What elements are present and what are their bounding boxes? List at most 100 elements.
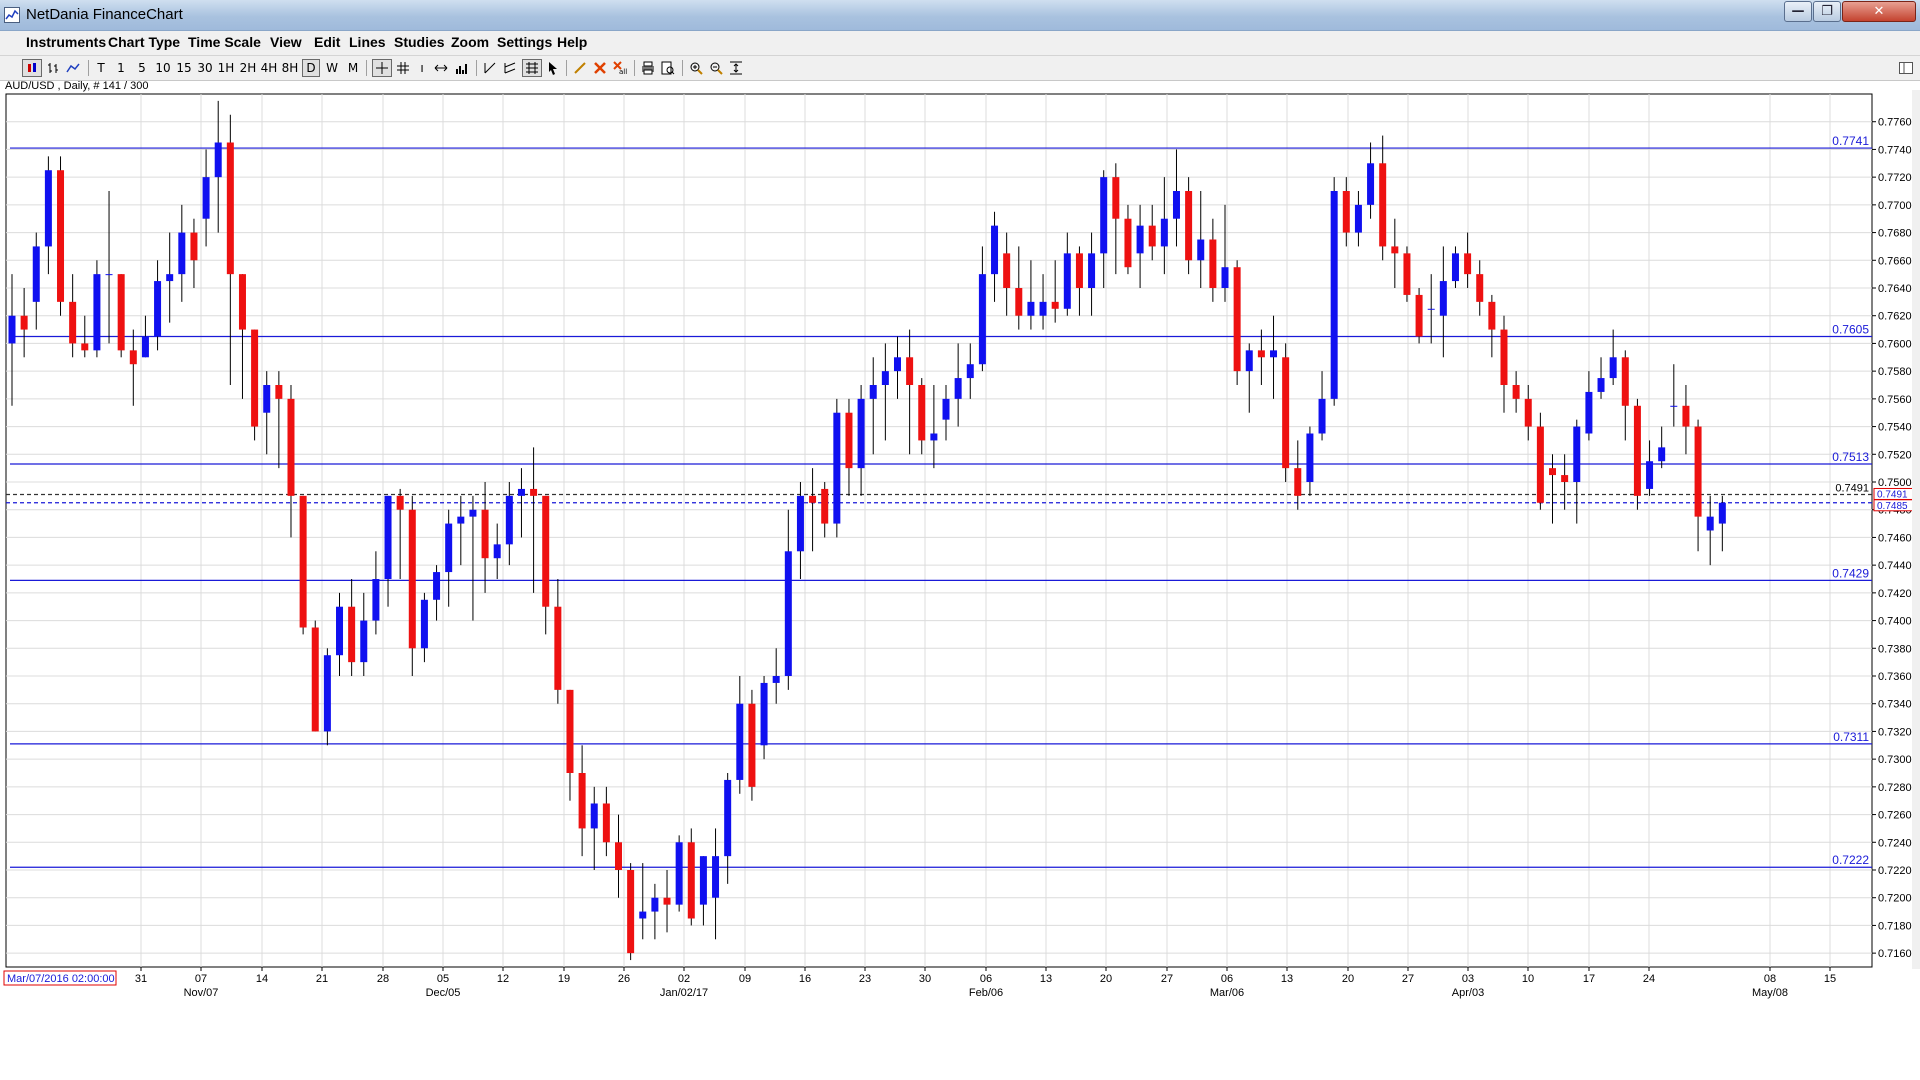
candle-body[interactable]	[675, 842, 683, 905]
tf-15min[interactable]: 15	[176, 61, 192, 75]
candle-body[interactable]	[1609, 357, 1617, 379]
candle-body[interactable]	[1172, 191, 1180, 219]
candle-body[interactable]	[214, 142, 222, 178]
candle-body[interactable]	[129, 350, 137, 365]
candle-body[interactable]	[1282, 357, 1290, 469]
grid-button[interactable]	[395, 59, 411, 77]
candle-body[interactable]	[1706, 516, 1714, 531]
candle-body[interactable]	[384, 495, 392, 579]
candle-body[interactable]	[1197, 239, 1205, 261]
bar-chart-button[interactable]	[45, 59, 61, 77]
tf-daily[interactable]: D	[302, 59, 320, 77]
candle-body[interactable]	[1367, 163, 1375, 205]
candle-body[interactable]	[166, 274, 174, 282]
candle-body[interactable]	[991, 225, 999, 275]
fibonacci-button[interactable]	[522, 59, 542, 77]
candle-body[interactable]	[202, 177, 210, 219]
tf-monthly[interactable]: M	[347, 61, 359, 75]
candle-body[interactable]	[1136, 225, 1144, 254]
menu-studies[interactable]: Studies	[394, 34, 445, 50]
tf-4h[interactable]: 4H	[260, 61, 278, 75]
candle-body[interactable]	[772, 676, 780, 683]
candle-body[interactable]	[1318, 398, 1326, 434]
fit-button[interactable]	[728, 59, 744, 77]
tf-10min[interactable]: 10	[155, 61, 171, 75]
candle-body[interactable]	[1561, 475, 1569, 482]
delete-all-button[interactable]: all	[612, 59, 628, 77]
candlestick-chart[interactable]: 0.7160 0.7180 0.7200 0.7220 0.7240 0.7260 0.72…	[0, 90, 1920, 1002]
candle-body[interactable]	[542, 495, 550, 607]
title-bar[interactable]: NetDania FinanceChart — ❐ ✕	[0, 0, 1920, 31]
maximize-button[interactable]: ❐	[1813, 1, 1841, 22]
candle-body[interactable]	[1233, 267, 1241, 372]
candle-body[interactable]	[1451, 253, 1459, 282]
candle-body[interactable]	[663, 897, 671, 905]
channel-button[interactable]	[502, 59, 518, 77]
candle-body[interactable]	[57, 170, 65, 302]
candle-body[interactable]	[1427, 308, 1435, 310]
menu-edit[interactable]: Edit	[314, 34, 341, 50]
candle-body[interactable]	[1633, 405, 1641, 496]
candle-body[interactable]	[1585, 391, 1593, 434]
candle-body[interactable]	[712, 856, 720, 898]
candle-body[interactable]	[857, 398, 865, 469]
candle-body[interactable]	[1075, 253, 1083, 288]
candle-body[interactable]	[1330, 191, 1338, 399]
candle-body[interactable]	[154, 281, 162, 337]
candle-body[interactable]	[69, 301, 77, 344]
candle-body[interactable]	[20, 315, 28, 330]
candle-body[interactable]	[1682, 405, 1690, 427]
menu-settings[interactable]: Settings	[497, 34, 553, 50]
candle-body[interactable]	[530, 488, 538, 496]
candle-body[interactable]	[602, 803, 610, 843]
candle-body[interactable]	[141, 336, 149, 358]
candle-body[interactable]	[1100, 177, 1108, 254]
candle-body[interactable]	[408, 509, 416, 649]
tf-1min[interactable]: 1	[117, 61, 125, 75]
candle-body[interactable]	[263, 385, 271, 413]
candle-body[interactable]	[457, 516, 465, 524]
candle-body[interactable]	[360, 620, 368, 663]
candle-body[interactable]	[348, 606, 356, 663]
candle-body[interactable]	[1512, 385, 1520, 399]
candle-body[interactable]	[906, 357, 914, 385]
zoom-out-button[interactable]	[708, 59, 724, 77]
candle-body[interactable]	[724, 779, 732, 857]
candle-body[interactable]	[372, 579, 380, 621]
close-button[interactable]: ✕	[1842, 1, 1916, 22]
candle-body[interactable]	[1124, 218, 1132, 268]
candle-body[interactable]	[299, 495, 307, 628]
candle-body[interactable]	[1039, 301, 1047, 316]
candle-body[interactable]	[117, 274, 125, 351]
candle-body[interactable]	[81, 343, 89, 351]
candle-body[interactable]	[748, 703, 756, 787]
candle-body[interactable]	[287, 398, 295, 496]
menu-time-scale[interactable]: Time Scale	[188, 34, 261, 50]
candle-body[interactable]	[1003, 253, 1011, 288]
candle-body[interactable]	[420, 599, 428, 649]
candle-body[interactable]	[627, 870, 635, 954]
candle-body[interactable]	[942, 398, 950, 420]
tf-30min[interactable]: 30	[197, 61, 213, 75]
menu-lines[interactable]: Lines	[349, 34, 386, 50]
tf-5min[interactable]: 5	[138, 61, 146, 75]
candle-body[interactable]	[1646, 461, 1654, 489]
candle-body[interactable]	[336, 606, 344, 656]
candle-body[interactable]	[554, 606, 562, 690]
candle-body[interactable]	[1415, 294, 1423, 337]
candle-body[interactable]	[893, 357, 901, 372]
candle-body[interactable]	[966, 364, 974, 379]
candle-body[interactable]	[566, 689, 574, 773]
candle-body[interactable]	[1148, 225, 1156, 247]
candle-body[interactable]	[615, 842, 622, 870]
tf-1h[interactable]: 1H	[217, 61, 235, 75]
candle-body[interactable]	[1621, 357, 1629, 406]
candle-body[interactable]	[493, 544, 501, 559]
candle-body[interactable]	[821, 488, 829, 524]
candle-body[interactable]	[481, 509, 489, 559]
candle-body[interactable]	[44, 170, 52, 247]
candle-body[interactable]	[1694, 426, 1702, 517]
candle-body[interactable]	[639, 911, 647, 919]
candle-body[interactable]	[1185, 191, 1193, 261]
candle-body[interactable]	[918, 385, 926, 441]
